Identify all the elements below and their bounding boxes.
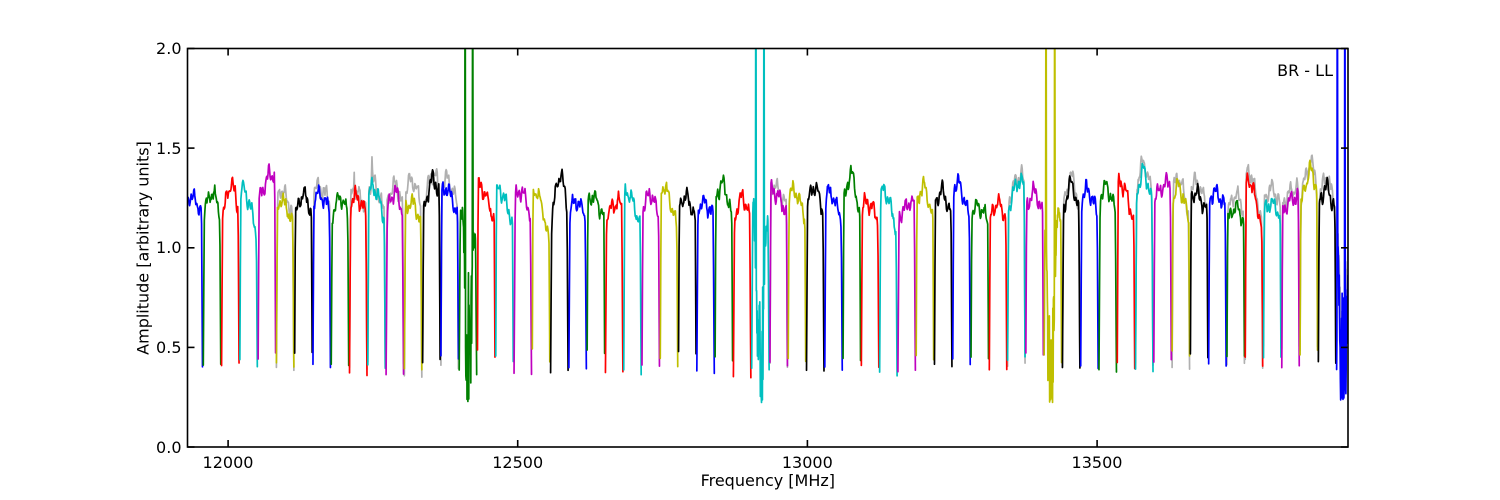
y-tick-label-1.5: 1.5 (156, 138, 182, 158)
y-tick-label-2.0: 2.0 (156, 39, 182, 58)
y-tick-label-1.0: 1.0 (156, 238, 182, 258)
polarization-label: BR - LL (1277, 60, 1333, 80)
x-axis-label: Frequency [MHz] (700, 471, 836, 490)
x-tick-label-13500: 13500 (1071, 453, 1123, 472)
x-tick-label-12000: 12000 (202, 453, 254, 472)
y-axis-label: Amplitude [arbitrary units] (133, 140, 153, 355)
x-tick-label-13000: 13000 (781, 453, 833, 472)
y-tick-label-0.5: 0.5 (156, 337, 182, 357)
x-tick-label-12500: 12500 (492, 453, 544, 472)
y-tick-label-0.0: 0.0 (156, 437, 182, 457)
